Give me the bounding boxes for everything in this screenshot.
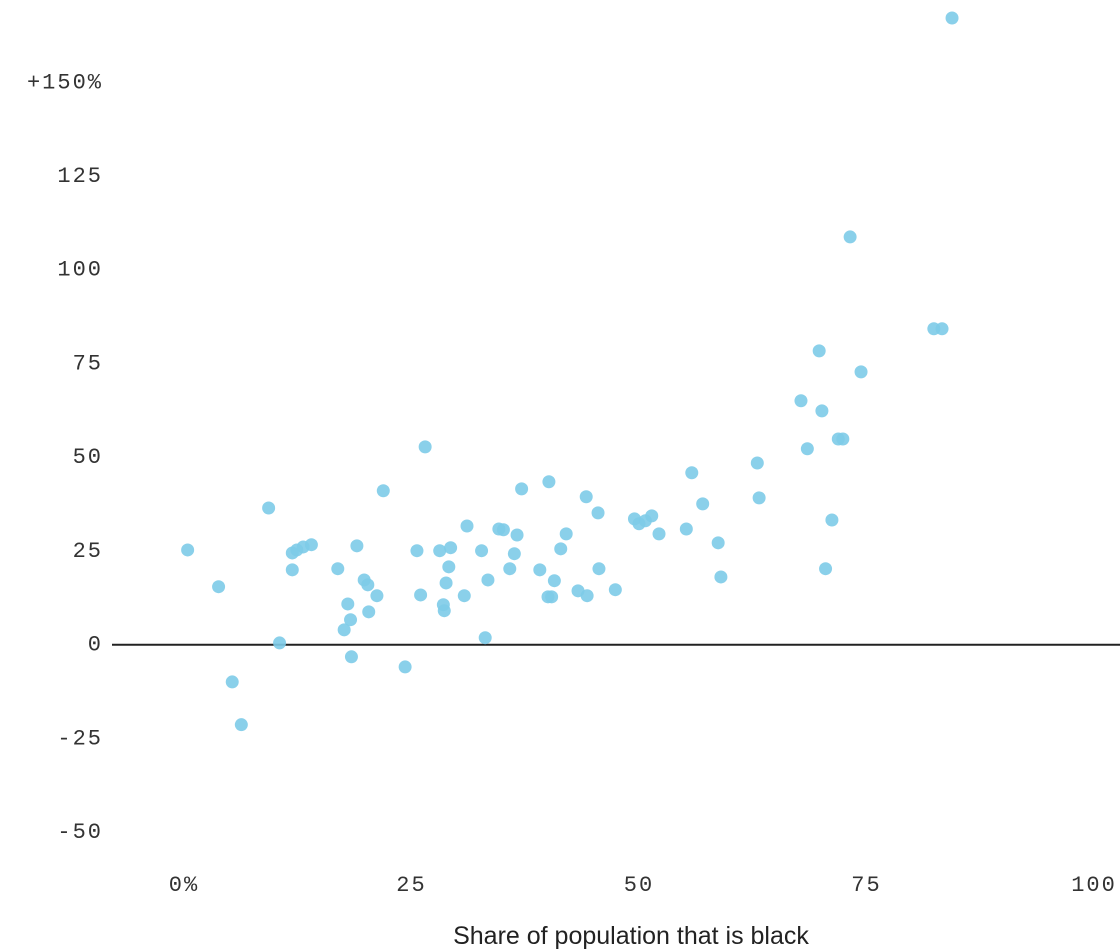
x-axis-title: Share of population that is black (453, 922, 809, 950)
point (398, 660, 412, 674)
point (344, 650, 358, 664)
point (559, 527, 573, 541)
point (361, 578, 375, 592)
point (376, 484, 390, 498)
point (945, 11, 959, 25)
point (478, 631, 492, 645)
point (608, 583, 622, 597)
point (331, 562, 345, 576)
point (836, 432, 850, 446)
point (533, 563, 547, 577)
point (503, 562, 517, 576)
x-tick-label: 25 (396, 873, 426, 898)
y-tick-label: -50 (57, 820, 103, 845)
y-tick-label: 75 (73, 351, 103, 376)
point (496, 523, 510, 537)
point (481, 573, 495, 587)
point (815, 404, 829, 418)
point (341, 597, 355, 611)
point (645, 509, 659, 523)
point (344, 613, 358, 627)
point (370, 589, 384, 603)
point (579, 490, 593, 504)
point (696, 497, 710, 511)
point (542, 475, 556, 489)
x-tick-label: 0% (169, 873, 199, 898)
x-tick-label: 50 (624, 873, 654, 898)
point (812, 344, 826, 358)
point (854, 365, 868, 379)
point (225, 675, 239, 689)
point (843, 230, 857, 244)
y-tick-label: 50 (73, 445, 103, 470)
point (935, 322, 949, 336)
point (234, 718, 248, 732)
point (554, 542, 568, 556)
point (545, 590, 559, 604)
point (679, 522, 693, 536)
y-tick-label: 25 (73, 539, 103, 564)
point (750, 456, 764, 470)
y-tick-label: 125 (57, 164, 103, 189)
point (800, 442, 814, 456)
x-tick-label: 75 (851, 873, 881, 898)
point (439, 576, 453, 590)
point (685, 466, 699, 480)
point (580, 589, 594, 603)
point (181, 543, 195, 557)
point (819, 562, 833, 576)
point (547, 574, 561, 588)
point (444, 541, 458, 555)
point (350, 539, 364, 553)
point (475, 544, 489, 558)
point (262, 501, 276, 515)
point (418, 440, 432, 454)
point (410, 544, 424, 558)
y-tick-label: 100 (57, 258, 103, 283)
point (752, 491, 766, 505)
point (304, 538, 318, 552)
point (507, 547, 521, 561)
point (212, 580, 226, 594)
point (442, 560, 456, 574)
point (794, 394, 808, 408)
point (510, 528, 524, 542)
point (592, 562, 606, 576)
point (714, 570, 728, 584)
point (285, 563, 299, 577)
point (515, 482, 529, 496)
point (460, 519, 474, 533)
point (437, 604, 451, 618)
point (711, 536, 725, 550)
point (457, 589, 471, 603)
point (433, 544, 447, 558)
x-tick-label: 100 (1071, 873, 1117, 898)
y-tick-label: -25 (57, 726, 103, 751)
point (337, 623, 351, 637)
point (591, 506, 605, 520)
point (825, 513, 839, 527)
y-tick-label: 0 (88, 633, 103, 658)
point (273, 636, 287, 650)
point (652, 527, 666, 541)
point (362, 605, 376, 619)
y-tick-label: +150% (27, 70, 103, 95)
point (414, 588, 428, 602)
